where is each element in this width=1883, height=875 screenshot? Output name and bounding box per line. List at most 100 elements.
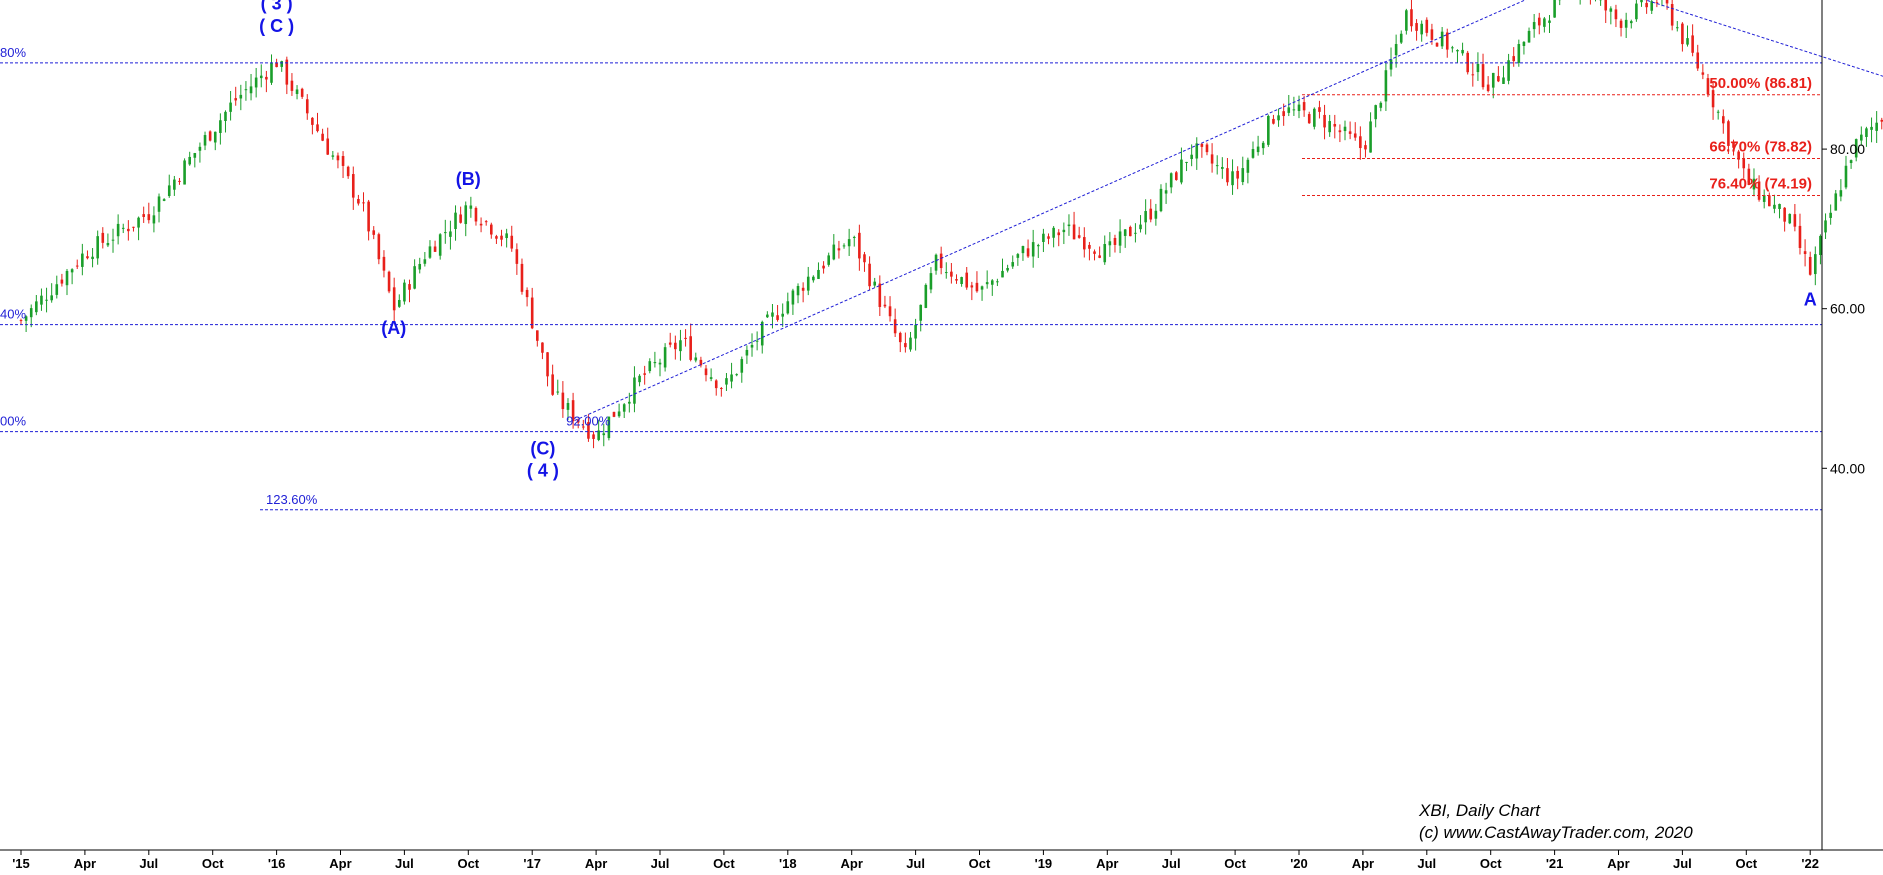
candle-body (510, 235, 514, 249)
candle-body (418, 263, 422, 270)
wave-label: (C) (530, 439, 555, 459)
candle-body (934, 254, 938, 271)
candle-body (1517, 44, 1521, 63)
candle-body (341, 155, 345, 166)
candle-body (720, 388, 723, 390)
candle-body (254, 77, 258, 88)
candle-body (1348, 131, 1352, 134)
candle-body (433, 246, 437, 252)
candle-body (357, 199, 360, 204)
candle-body (137, 217, 140, 228)
candle-body (929, 273, 933, 290)
candle-body (730, 374, 733, 382)
candle-body (914, 324, 917, 339)
candle-body (1307, 114, 1311, 124)
candle-body (1384, 70, 1388, 102)
candle-body (592, 434, 595, 439)
candle-body (684, 337, 687, 339)
candle-body (24, 316, 28, 321)
candle-body (50, 295, 53, 301)
candle-body (628, 401, 631, 404)
candle-body (1313, 108, 1316, 127)
candle-body (1445, 32, 1449, 50)
candle-body (19, 320, 23, 322)
candle-body (1783, 207, 1786, 222)
candle-body (275, 62, 278, 68)
candle-body (755, 340, 759, 342)
candle-body (837, 248, 841, 251)
candle-body (1026, 248, 1030, 257)
candle-body (60, 279, 64, 284)
candle-body (1451, 47, 1454, 49)
candle-body (546, 352, 549, 377)
candle-body (587, 422, 590, 439)
candle-body (1236, 170, 1239, 179)
candle-body (536, 330, 539, 341)
candle-body (1814, 254, 1817, 275)
candle-body (766, 314, 769, 318)
candle-body (582, 426, 585, 428)
candle-body (1819, 235, 1822, 255)
candle-body (520, 263, 524, 292)
candle-body (674, 342, 677, 350)
candle-body (1103, 244, 1107, 263)
candle-body (106, 242, 110, 246)
candle-body (1762, 195, 1766, 202)
candle-body (786, 301, 790, 314)
candle-body (183, 160, 186, 185)
time-axis-tick-label: Oct (1480, 856, 1502, 871)
candle-body (1440, 31, 1444, 47)
candle-body (1399, 33, 1403, 43)
candle-body (1353, 133, 1357, 138)
candle-body (806, 276, 810, 291)
candle-body (1502, 77, 1505, 84)
candle-body (1686, 38, 1689, 45)
candle-body (1435, 42, 1439, 47)
candle-body (975, 282, 979, 292)
candle-body (372, 230, 376, 235)
candle-body (1624, 19, 1628, 28)
candle-body (1732, 141, 1735, 148)
candle-body (1379, 102, 1383, 108)
candle-body (484, 221, 488, 223)
candle-body (1261, 142, 1265, 149)
candle-body (75, 265, 79, 267)
candle-body (541, 342, 544, 353)
candle-body (980, 286, 984, 290)
time-axis-tick-label: '20 (1290, 856, 1308, 871)
candle-body (668, 342, 672, 345)
retracement-level-label: 80% (0, 45, 26, 60)
candle-body (1532, 22, 1536, 30)
candle-body (326, 138, 330, 155)
candle-body (86, 256, 89, 259)
candle-body (1318, 107, 1321, 112)
time-axis-tick-label: Apr (1607, 856, 1629, 871)
candle-body (771, 312, 774, 317)
price-axis-tick-label: 40.00 (1830, 460, 1865, 476)
candle-body (1011, 262, 1015, 267)
candle-body (1860, 134, 1863, 141)
candle-body (1640, 0, 1643, 3)
candle-body (1870, 126, 1873, 130)
candle-body (505, 233, 508, 239)
candle-body (658, 362, 662, 365)
candle-body (842, 245, 846, 247)
candle-body (1553, 0, 1556, 18)
candle-body (1461, 49, 1464, 54)
candle-body (1139, 224, 1142, 230)
candle-body (1047, 236, 1050, 239)
time-axis-tick-label: '17 (523, 856, 541, 871)
candle-body (259, 75, 263, 79)
candle-body (1854, 139, 1858, 158)
candle-body (1190, 154, 1193, 160)
candle-body (1113, 237, 1117, 245)
candle-body (1093, 251, 1096, 254)
candle-body (413, 266, 416, 289)
candle-body (1169, 173, 1173, 188)
candle-body (985, 282, 989, 285)
candle-body (229, 102, 232, 112)
candle-body (387, 271, 391, 292)
candle-body (796, 285, 800, 296)
candle-body (474, 207, 478, 222)
